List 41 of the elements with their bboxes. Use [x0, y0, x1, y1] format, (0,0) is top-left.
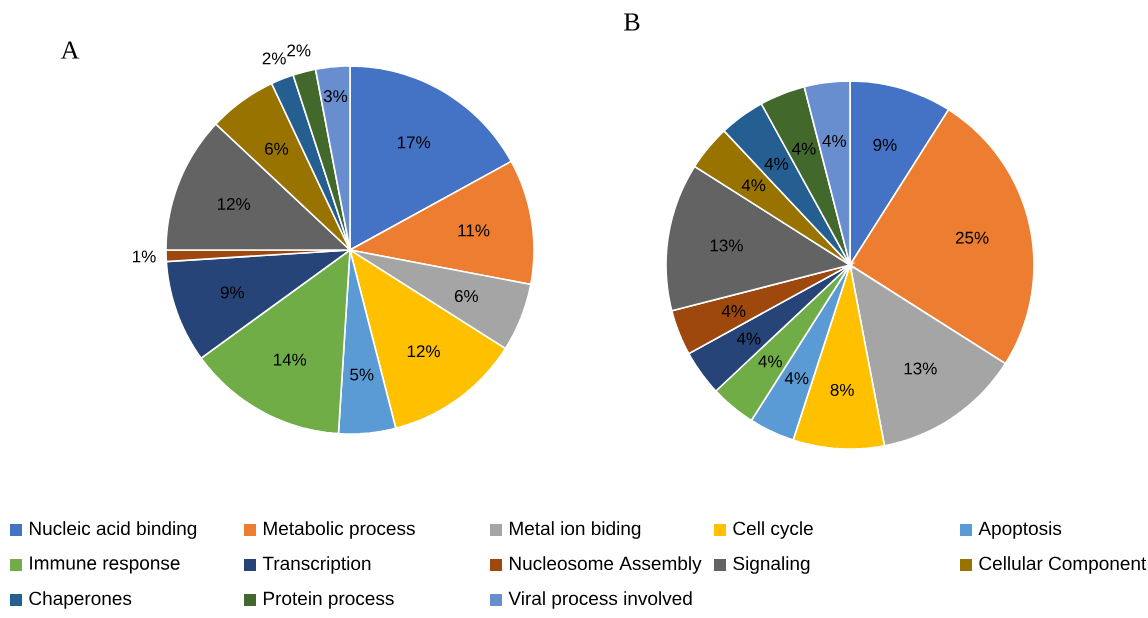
legend-label: Chaperones — [29, 591, 132, 609]
data-label: 4% — [736, 332, 761, 345]
data-label: 2% — [262, 52, 286, 65]
legend-label: Metabolic process — [263, 521, 415, 539]
data-label: 2% — [287, 44, 311, 57]
data-label: 4% — [721, 305, 746, 317]
legend-label: Immune response — [30, 556, 180, 574]
data-label: 6% — [265, 142, 289, 155]
legend-label: Cellular Component — [979, 556, 1147, 574]
data-label: 3% — [323, 90, 348, 103]
data-label: 17% — [397, 136, 431, 149]
data-label: 4% — [741, 179, 766, 192]
data-label: 9% — [220, 286, 244, 299]
data-label: 12% — [217, 197, 251, 210]
legend-label: Apoptosis — [978, 521, 1062, 539]
data-label: 13% — [710, 239, 743, 252]
legend-label: Metal ion biding — [509, 521, 641, 539]
data-label: 9% — [873, 138, 897, 151]
legend-label: Cell cycle — [733, 521, 813, 539]
data-label: 1% — [133, 250, 156, 263]
legend-label: Signaling — [733, 556, 810, 574]
data-label: 4% — [792, 142, 816, 155]
legend-label: Viral process involved — [508, 591, 692, 609]
chart-title: A — [60, 41, 80, 59]
data-label: 11% — [458, 224, 490, 237]
data-label: 4% — [822, 134, 847, 147]
data-label: 4% — [784, 372, 809, 385]
legend-label: Transcription — [262, 556, 371, 574]
legend-label: Nucleic acid binding — [29, 521, 197, 539]
data-label: 4% — [764, 157, 789, 170]
data-label: 6% — [454, 290, 479, 303]
data-label: 14% — [274, 353, 307, 366]
data-label: 13% — [904, 362, 937, 375]
data-label: 4% — [758, 355, 782, 368]
legend-label: Protein process — [263, 591, 394, 609]
data-label: 12% — [407, 345, 440, 358]
chart-title: B — [624, 13, 640, 31]
legend-label: Nucleosome Assembly — [509, 556, 702, 574]
data-label: 8% — [830, 383, 854, 396]
data-label: 5% — [350, 368, 374, 381]
data-label: 25% — [955, 231, 989, 244]
